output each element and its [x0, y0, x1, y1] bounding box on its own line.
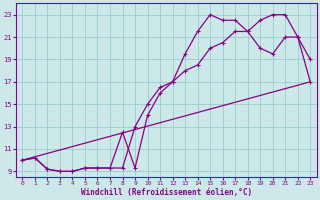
X-axis label: Windchill (Refroidissement éolien,°C): Windchill (Refroidissement éolien,°C): [81, 188, 252, 197]
